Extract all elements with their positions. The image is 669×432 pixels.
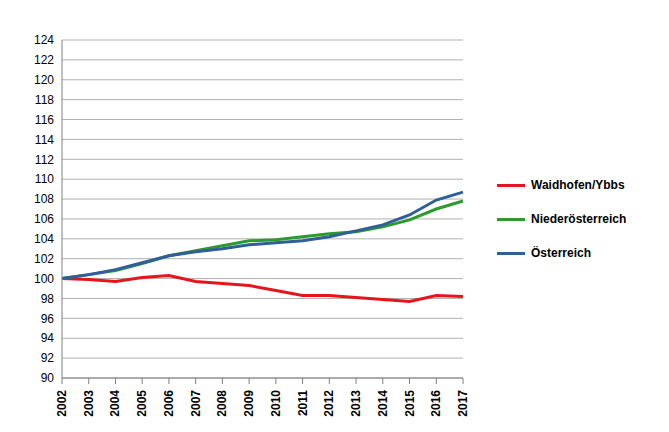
svg-text:90: 90 <box>41 371 55 385</box>
svg-text:2014: 2014 <box>376 390 390 417</box>
svg-text:122: 122 <box>34 53 54 67</box>
svg-text:92: 92 <box>41 351 55 365</box>
svg-text:106: 106 <box>34 212 54 226</box>
svg-text:2009: 2009 <box>242 390 256 417</box>
svg-text:2010: 2010 <box>269 390 283 417</box>
html-text:Waidhofen/Ybbs: Waidhofen/Ybbs <box>531 178 625 192</box>
svg-text:2011: 2011 <box>296 390 310 416</box>
svg-text:2008: 2008 <box>215 390 229 417</box>
svg-text:118: 118 <box>35 93 54 107</box>
svg-text:2006: 2006 <box>162 390 176 417</box>
svg-text:100: 100 <box>34 272 54 286</box>
html-text:Österreich: Österreich <box>531 246 591 260</box>
svg-text:124: 124 <box>34 33 54 47</box>
svg-text:120: 120 <box>34 73 54 87</box>
svg-text:2017: 2017 <box>456 390 470 417</box>
svg-text:2016: 2016 <box>429 390 443 417</box>
svg-text:2012: 2012 <box>322 390 336 417</box>
svg-text:114: 114 <box>35 133 54 147</box>
svg-text:94: 94 <box>41 331 55 345</box>
svg-text:104: 104 <box>34 232 54 246</box>
svg-text:96: 96 <box>41 312 55 326</box>
svg-text:116: 116 <box>35 113 54 127</box>
svg-text:2007: 2007 <box>189 390 203 417</box>
svg-text:98: 98 <box>41 292 55 306</box>
svg-text:2004: 2004 <box>108 390 122 417</box>
svg-text:110: 110 <box>35 172 54 186</box>
svg-text:112: 112 <box>35 153 54 167</box>
svg-text:2003: 2003 <box>82 390 96 417</box>
svg-text:2002: 2002 <box>55 390 69 417</box>
svg-text:2015: 2015 <box>403 390 417 417</box>
svg-text:2013: 2013 <box>349 390 363 417</box>
html-text:Niederösterreich: Niederösterreich <box>531 212 627 226</box>
svg-text:102: 102 <box>34 252 54 266</box>
svg-text:108: 108 <box>34 192 54 206</box>
svg-text:2005: 2005 <box>135 390 149 417</box>
